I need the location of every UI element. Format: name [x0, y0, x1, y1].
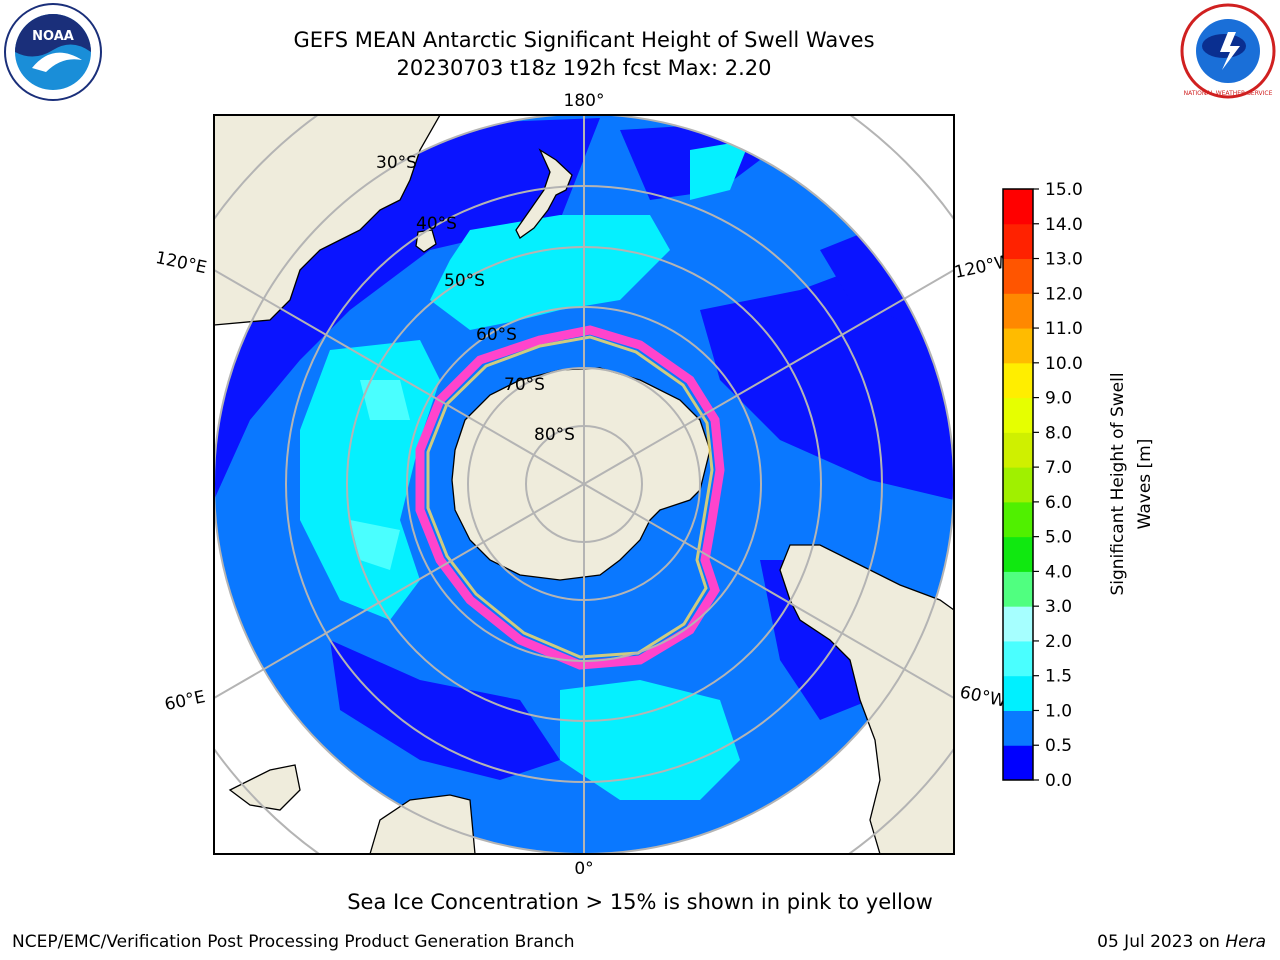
colorbar-bin: [1003, 571, 1033, 607]
title-line-2: 20230703 t18z 192h fcst Max: 2.20: [396, 56, 772, 80]
colorbar-label-line1: Significant Height of Swell: [1108, 372, 1128, 595]
graticule: [214, 115, 954, 854]
colorbar-bin: [1003, 640, 1033, 677]
lon-label-60e: 60°E: [163, 687, 207, 715]
colorbar-frame: [1002, 188, 1034, 781]
sea-ice-caption: Sea Ice Concentration > 15% is shown in …: [347, 890, 933, 914]
colorbar-bin: [1003, 710, 1033, 746]
colorbar-tick-label: 15.0: [1045, 180, 1083, 200]
colorbar-tick-label: 12.0: [1045, 284, 1083, 304]
colorbar-bin: [1003, 501, 1033, 538]
colorbar-bin: [1003, 606, 1033, 642]
colorbar-bin: [1003, 432, 1033, 468]
lon-label-180: 180°: [564, 91, 605, 111]
lat-label-80s: 80°S: [534, 425, 575, 445]
colorbar-tick-label: 6.0: [1045, 493, 1072, 513]
colorbar-tick-label: 3.0: [1045, 597, 1072, 617]
colorbar-bin: [1003, 189, 1033, 225]
colorbar-tick-label: 0.5: [1045, 736, 1072, 756]
colorbar-bin: [1003, 745, 1033, 781]
sea-ice-edge: [415, 325, 725, 670]
noaa-logo-text: NOAA: [32, 29, 74, 44]
lat-label-60s: 60°S: [476, 325, 517, 345]
lat-label-50s: 50°S: [444, 271, 485, 291]
colorbar-bin: [1003, 362, 1033, 399]
map-frame: [213, 114, 955, 855]
colorbar-tick-label: 10.0: [1045, 354, 1083, 374]
colorbar-bin: [1003, 467, 1033, 503]
footer-date-text: 05 Jul 2023 on: [1097, 932, 1226, 952]
map-plot-area: [214, 115, 954, 854]
colorbar-bin: [1003, 675, 1033, 711]
sea-ice-inner: [426, 335, 714, 659]
colorbar-tick-label: 13.0: [1045, 250, 1083, 270]
colorbar: 0.0 0.5 1.0 1.5 2.0 3.0 4.0 5.0 6.0 7.0 8.0 9.0 10.0…: [1003, 180, 1083, 791]
colorbar-bin: [1003, 536, 1033, 572]
colorbar-tick-label: 8.0: [1045, 423, 1072, 443]
colorbar-bin: [1003, 223, 1033, 260]
noaa-logo: NOAA: [4, 3, 102, 101]
colorbar-tick-label: 1.5: [1045, 667, 1072, 687]
colorbar-label-line2: Waves [m]: [1135, 439, 1155, 530]
colorbar-bin: [1003, 293, 1033, 329]
lat-label-40s: 40°S: [416, 214, 457, 234]
colorbar-tick-label: 4.0: [1045, 562, 1072, 582]
nws-logo-text: NATIONAL WEATHER SERVICE: [1184, 90, 1273, 97]
colorbar-tick-label: 9.0: [1045, 389, 1072, 409]
colorbar-tick-label: 1.0: [1045, 701, 1072, 721]
colorbar-bin: [1003, 397, 1033, 433]
colorbar-tick-label: 14.0: [1045, 215, 1083, 235]
lat-label-70s: 70°S: [504, 375, 545, 395]
footer-host: Hera: [1225, 932, 1266, 952]
colorbar-tick-label: 7.0: [1045, 458, 1072, 478]
lon-label-0: 0°: [574, 859, 593, 879]
footer-date: 05 Jul 2023 on Hera: [1097, 932, 1266, 952]
colorbar-tick-label: 0.0: [1045, 771, 1072, 791]
colorbar-tick-label: 2.0: [1045, 632, 1072, 652]
colorbar-bin: [1003, 328, 1033, 364]
lat-label-30s: 30°S: [376, 153, 417, 173]
lon-label-120e: 120°E: [154, 248, 209, 278]
national-weather-service-logo: NATIONAL WEATHER SERVICE: [1180, 3, 1276, 99]
lon-label-60w: 60°W: [958, 682, 1008, 711]
colorbar-bin: [1003, 258, 1033, 294]
colorbar-tick-label: 5.0: [1045, 528, 1072, 548]
colorbar-tick-label: 11.0: [1045, 319, 1083, 339]
title-line-1: GEFS MEAN Antarctic Significant Height o…: [293, 28, 875, 52]
footer-credit: NCEP/EMC/Verification Post Processing Pr…: [12, 932, 575, 952]
